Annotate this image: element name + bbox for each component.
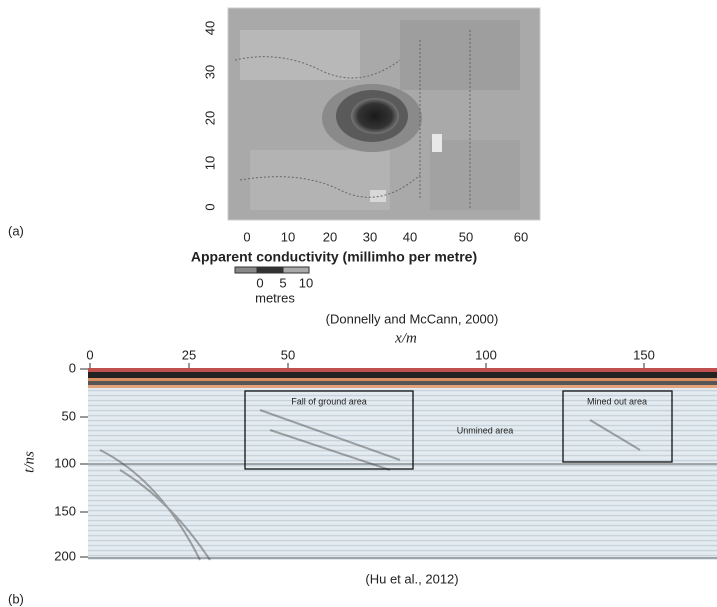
scale-unit: metres (255, 290, 295, 305)
y-tick-label: 150 (54, 503, 76, 518)
scale-tick-label: 10 (299, 275, 313, 290)
x-tick-label: 150 (633, 347, 655, 362)
y-tick-label: 50 (62, 408, 76, 423)
radargram (88, 368, 717, 561)
x-tick-label: 60 (514, 229, 528, 244)
panel-label: (b) (8, 591, 24, 606)
panel-label: (a) (8, 223, 24, 238)
y-tick-label: 200 (54, 548, 76, 563)
y-tick-label: 10 (202, 156, 217, 170)
scale-tick-label: 0 (256, 275, 263, 290)
x-tick-label: 100 (475, 347, 497, 362)
y-tick-label: 40 (202, 21, 217, 35)
y-tick-label: 0 (202, 203, 217, 210)
x-tick-label: 0 (86, 347, 93, 362)
annotation: Mined out area (587, 396, 647, 406)
annotation: Fall of ground area (291, 396, 367, 406)
scale-bar (234, 266, 310, 274)
y-axis-label: t/ns (21, 451, 37, 473)
x-tick-label: 20 (323, 229, 337, 244)
x-tick-label: 0 (243, 229, 250, 244)
scale-tick-label: 5 (279, 275, 286, 290)
x-tick-label: 10 (281, 229, 295, 244)
y-tick-label: 100 (54, 455, 76, 470)
annotation: Unmined area (457, 425, 514, 435)
y-tick-label: 0 (69, 360, 76, 375)
x-tick-label: 40 (403, 229, 417, 244)
y-tick-label: 30 (202, 65, 217, 79)
x-tick-label: 30 (363, 229, 377, 244)
x-tick-label: 50 (281, 347, 295, 362)
x-tick-label: 50 (459, 229, 473, 244)
citation: (Hu et al., 2012) (365, 571, 458, 586)
x-axis-label: x/m (394, 330, 417, 346)
x-tick-label: 25 (182, 347, 196, 362)
citation: (Donnelly and McCann, 2000) (326, 311, 499, 326)
y-tick-label: 20 (202, 111, 217, 125)
conductivity-map (227, 7, 541, 221)
colorbar-title: Apparent conductivity (millimho per metr… (191, 249, 477, 265)
